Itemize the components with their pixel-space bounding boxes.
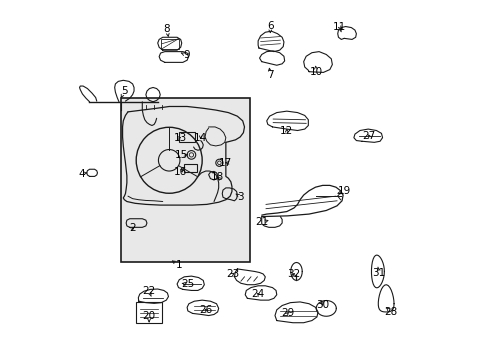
Text: 4: 4	[78, 168, 84, 179]
Text: 16: 16	[173, 167, 186, 177]
Text: 6: 6	[266, 21, 273, 31]
Text: 9: 9	[183, 50, 189, 60]
Text: 23: 23	[226, 269, 239, 279]
Bar	[136, 302, 162, 323]
Text: 29: 29	[280, 309, 294, 318]
Text: 11: 11	[332, 22, 346, 32]
Text: 1: 1	[176, 260, 182, 270]
Text: 5: 5	[121, 86, 127, 96]
Text: 2: 2	[129, 224, 136, 233]
Text: 19: 19	[337, 186, 350, 197]
Bar	[121, 98, 249, 262]
Text: 25: 25	[181, 279, 194, 289]
Text: 28: 28	[384, 307, 397, 317]
Text: 27: 27	[362, 131, 375, 141]
Text: 30: 30	[315, 300, 328, 310]
Bar	[179, 132, 195, 142]
Text: 17: 17	[219, 158, 232, 168]
Text: 15: 15	[175, 150, 188, 160]
Text: 22: 22	[142, 286, 155, 296]
Bar	[183, 164, 197, 172]
Bar	[161, 39, 178, 49]
Text: 14: 14	[194, 133, 207, 143]
Text: 10: 10	[309, 67, 322, 77]
Text: 31: 31	[371, 267, 385, 278]
Text: 32: 32	[287, 269, 300, 279]
Text: 26: 26	[199, 305, 212, 315]
Text: 21: 21	[255, 217, 268, 227]
Text: 24: 24	[251, 289, 264, 299]
Text: 12: 12	[280, 126, 293, 135]
Text: 8: 8	[163, 24, 170, 35]
Text: 7: 7	[266, 70, 273, 80]
Text: 18: 18	[210, 172, 224, 182]
Text: 13: 13	[173, 133, 186, 143]
Text: 3: 3	[237, 192, 244, 202]
Text: 20: 20	[142, 311, 155, 320]
